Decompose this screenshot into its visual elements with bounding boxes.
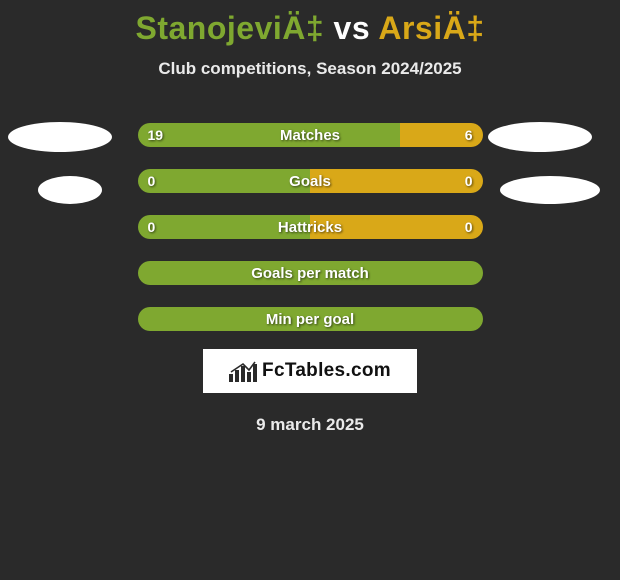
date-text: 9 march 2025 — [0, 415, 620, 435]
team-token-left-lower — [38, 176, 102, 204]
stat-row: Goals0 0 — [138, 169, 483, 193]
stat-row: Min per goal — [138, 307, 483, 331]
title-vs: vs — [334, 10, 371, 46]
stat-label: Goals per match — [138, 261, 483, 285]
comparison-bars: Matches196Goals00Hattricks00Goals per ma… — [138, 123, 483, 331]
stat-value-left: 0 — [138, 215, 166, 239]
stat-label: Hattricks — [138, 215, 483, 239]
stat-value-right: 0 — [455, 215, 483, 239]
stat-label: Matches — [138, 123, 483, 147]
team-token-left-upper — [8, 122, 112, 152]
stat-value-right: 6 — [455, 123, 483, 147]
title-player1: StanojeviÄ‡ — [135, 10, 324, 46]
team-token-right-lower — [500, 176, 600, 204]
comparison-title: StanojeviÄ‡ vs ArsiÄ‡ — [0, 0, 620, 47]
watermark-text: FcTables.com — [262, 360, 391, 382]
stat-row: Goals per match — [138, 261, 483, 285]
team-token-right-upper — [488, 122, 592, 152]
stat-label: Min per goal — [138, 307, 483, 331]
stat-value-left: 0 — [138, 169, 166, 193]
stat-row: Matches19 6 — [138, 123, 483, 147]
watermark: FcTables.com — [203, 349, 417, 393]
stat-value-left: 19 — [138, 123, 174, 147]
title-player2: ArsiÄ‡ — [378, 10, 484, 46]
subtitle: Club competitions, Season 2024/2025 — [0, 59, 620, 79]
stat-row: Hattricks0 0 — [138, 215, 483, 239]
fctables-logo-icon — [229, 360, 257, 382]
stat-label: Goals — [138, 169, 483, 193]
stat-value-right: 0 — [455, 169, 483, 193]
